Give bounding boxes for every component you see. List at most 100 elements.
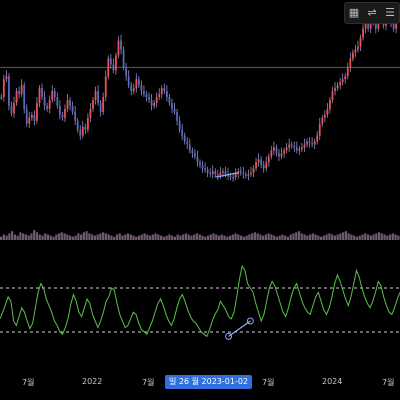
volume-bar <box>303 234 306 240</box>
volume-bar <box>52 236 55 240</box>
volume-bar <box>162 236 165 240</box>
volume-bar <box>311 233 314 240</box>
candle-body <box>392 22 395 29</box>
volume-bar <box>289 234 292 240</box>
volume-bar <box>242 236 245 240</box>
candle-body <box>115 55 117 71</box>
volume-bar <box>300 233 303 240</box>
volume-bar <box>0 236 3 240</box>
oscillator-panel <box>0 264 400 340</box>
candle-body <box>359 37 362 47</box>
candle-body <box>99 102 102 112</box>
volume-bar <box>383 234 386 240</box>
candle-body <box>311 143 313 145</box>
candle-body <box>173 108 176 112</box>
candle-body <box>168 97 171 103</box>
candle-body <box>331 91 334 100</box>
candle-body <box>0 97 3 99</box>
candle-body <box>257 159 260 163</box>
candle-body <box>120 40 122 50</box>
candle-body <box>194 153 196 157</box>
candle-body <box>336 85 339 89</box>
volume-bar <box>284 235 287 240</box>
volume-bar <box>66 234 69 240</box>
candle-body <box>181 129 184 136</box>
volume-bar <box>297 231 301 240</box>
candle-body <box>224 171 227 175</box>
candle-body <box>36 102 38 121</box>
candle-body <box>84 126 87 130</box>
volume-bar <box>129 234 132 240</box>
volume-bar <box>212 233 215 240</box>
candle-body <box>64 108 66 118</box>
volume-bar <box>5 235 8 240</box>
candle-body <box>290 144 293 147</box>
x-tick-label: 7월 <box>262 378 275 387</box>
volume-bar <box>256 233 259 240</box>
volume-bar <box>270 234 273 240</box>
candle-body <box>260 159 263 166</box>
volume-bar <box>113 236 116 240</box>
candle-body <box>369 19 372 29</box>
candle-body <box>38 88 41 103</box>
volume-bar <box>8 233 11 240</box>
candle-body <box>183 135 186 142</box>
volume-bar <box>57 233 61 240</box>
candle-body <box>10 105 13 114</box>
candle-body <box>145 94 148 98</box>
candle-body <box>176 111 178 121</box>
candle-body <box>191 150 194 154</box>
volume-bar <box>342 232 345 240</box>
candle-body <box>61 114 64 118</box>
volume-bar <box>278 235 281 240</box>
candle-body <box>262 165 265 169</box>
candle-body <box>267 156 270 163</box>
list-icon[interactable]: ☰ <box>385 6 395 19</box>
volume-bar <box>314 234 317 240</box>
volume-bar <box>118 233 121 240</box>
volume-bar <box>13 234 16 240</box>
candle-body <box>316 135 319 142</box>
sliders-icon[interactable]: ⇌ <box>367 6 377 19</box>
candle-body <box>242 172 245 175</box>
candle-body <box>41 88 43 98</box>
candle-body <box>112 64 115 71</box>
candle-body <box>23 85 26 109</box>
volume-bar <box>115 234 119 240</box>
volume-bar <box>234 233 237 240</box>
volume-bar <box>11 231 14 240</box>
candle-body <box>89 108 92 118</box>
candle-body <box>74 111 77 121</box>
volume-bar <box>77 233 80 240</box>
volume-bar <box>308 234 312 240</box>
volume-bar <box>380 233 383 240</box>
volume-bar <box>41 235 44 240</box>
volume-bar <box>22 233 25 240</box>
volume-bar <box>306 235 309 240</box>
candle-body <box>130 85 133 92</box>
candle-body <box>211 171 214 175</box>
volume-bar <box>273 235 276 240</box>
volume-bar <box>151 234 154 240</box>
volume-bar <box>292 233 295 240</box>
candle-body <box>92 99 94 109</box>
volume-bar <box>91 234 94 240</box>
volume-bar <box>176 234 179 240</box>
candle-body <box>30 114 33 118</box>
candle-body <box>171 102 173 109</box>
candle-body <box>275 147 278 154</box>
candle-body <box>117 40 120 56</box>
calendar-icon[interactable]: ▦ <box>348 6 360 19</box>
volume-bar <box>38 234 41 240</box>
candle-body <box>107 58 110 77</box>
volume-bar <box>325 234 328 240</box>
candle-body <box>204 168 206 170</box>
volume-bar <box>226 236 229 240</box>
candle-body <box>341 79 344 83</box>
volume-bar <box>96 234 99 240</box>
candle-body <box>270 150 273 157</box>
volume-bar <box>281 234 284 240</box>
volume-bar <box>336 234 339 240</box>
volume-bar <box>206 235 210 240</box>
